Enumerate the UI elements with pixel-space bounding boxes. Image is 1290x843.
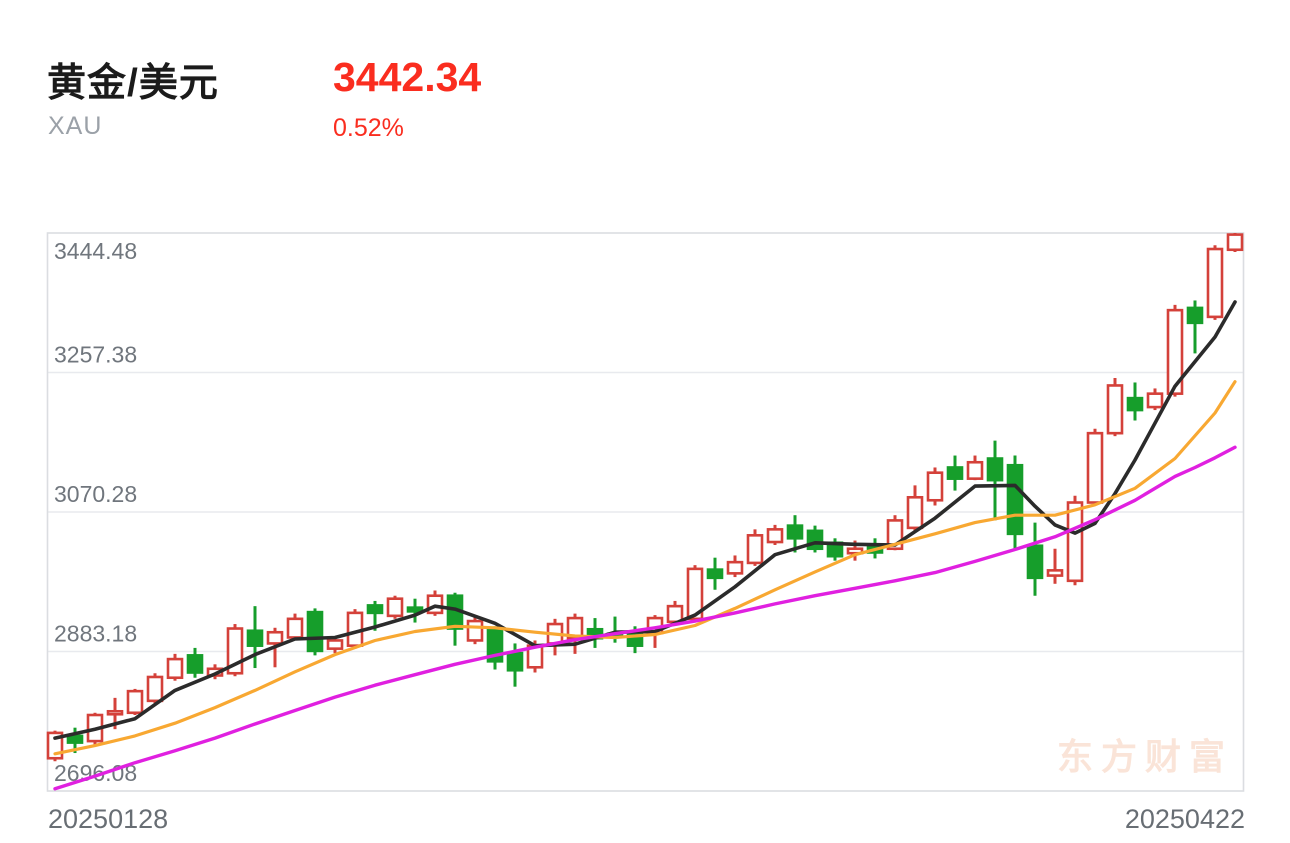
y-axis-label: 3070.28 [54, 481, 137, 507]
candle-down [986, 440, 1004, 521]
candle-up [346, 609, 364, 649]
candle-up [146, 673, 164, 704]
page-title: 黄金/美元 [47, 62, 219, 105]
candle-down [946, 455, 964, 491]
plot-border [46, 232, 1245, 792]
candle-down [506, 643, 524, 687]
candles-layer [46, 233, 1244, 762]
candle-up [766, 524, 784, 546]
candle-up [1166, 304, 1184, 397]
candle-up [686, 565, 704, 622]
candle-down [586, 618, 604, 648]
candle-up [746, 529, 764, 566]
y-axis-labels: 3444.48 3257.38 3070.28 2883.18 2696.08 [54, 238, 137, 786]
candle-down [486, 626, 504, 670]
ma-mid-orange-line [53, 380, 1237, 756]
candle-up [166, 653, 184, 681]
candle-up [1106, 378, 1124, 437]
candle-down [406, 598, 424, 623]
candle-up [926, 467, 944, 506]
y-axis-label: 3257.38 [54, 342, 137, 368]
candle-down [1186, 300, 1204, 354]
candle-down [306, 608, 324, 656]
candle-up [966, 455, 984, 481]
x-axis-start-label: 20250128 [48, 804, 168, 834]
candle-up [326, 636, 344, 654]
candle-up [126, 688, 144, 716]
candle-up [386, 595, 404, 619]
current-price: 3442.34 [333, 54, 482, 100]
candle-up [566, 613, 584, 654]
ma-fast-black-line [53, 300, 1237, 740]
x-axis-end-label: 20250422 [1125, 804, 1245, 834]
candle-down [1006, 455, 1024, 551]
grid-layer [46, 232, 1245, 792]
candle-up [906, 485, 924, 531]
candle-up [546, 618, 564, 656]
candle-up [526, 640, 544, 673]
candle-up [1206, 245, 1224, 320]
candle-down [786, 515, 804, 553]
candle-up [1086, 428, 1104, 506]
candle-up [1046, 548, 1064, 584]
symbol-label: XAU [48, 112, 103, 140]
y-axis-label: 2883.18 [54, 621, 137, 647]
candle-down [186, 647, 204, 678]
candle-up [426, 590, 444, 616]
candle-down [246, 606, 264, 669]
candle-up [1226, 233, 1244, 252]
y-axis-label: 2696.08 [54, 760, 137, 786]
candle-down [446, 592, 464, 646]
candle-down [706, 557, 724, 590]
y-axis-label: 3444.48 [54, 238, 137, 264]
candle-up [1146, 388, 1164, 411]
candle-up [466, 617, 484, 645]
candle-up [1066, 495, 1084, 586]
candle-up [286, 613, 304, 641]
ma-slow-magenta-line [53, 445, 1237, 791]
candle-down [1126, 382, 1144, 421]
watermark-text: 东方财富 [1057, 736, 1233, 777]
candle-down [806, 525, 824, 553]
change-percent: 0.52% [333, 114, 404, 142]
moving-average-layer [53, 300, 1237, 791]
candle-up [726, 555, 744, 578]
candle-down [1026, 522, 1044, 596]
